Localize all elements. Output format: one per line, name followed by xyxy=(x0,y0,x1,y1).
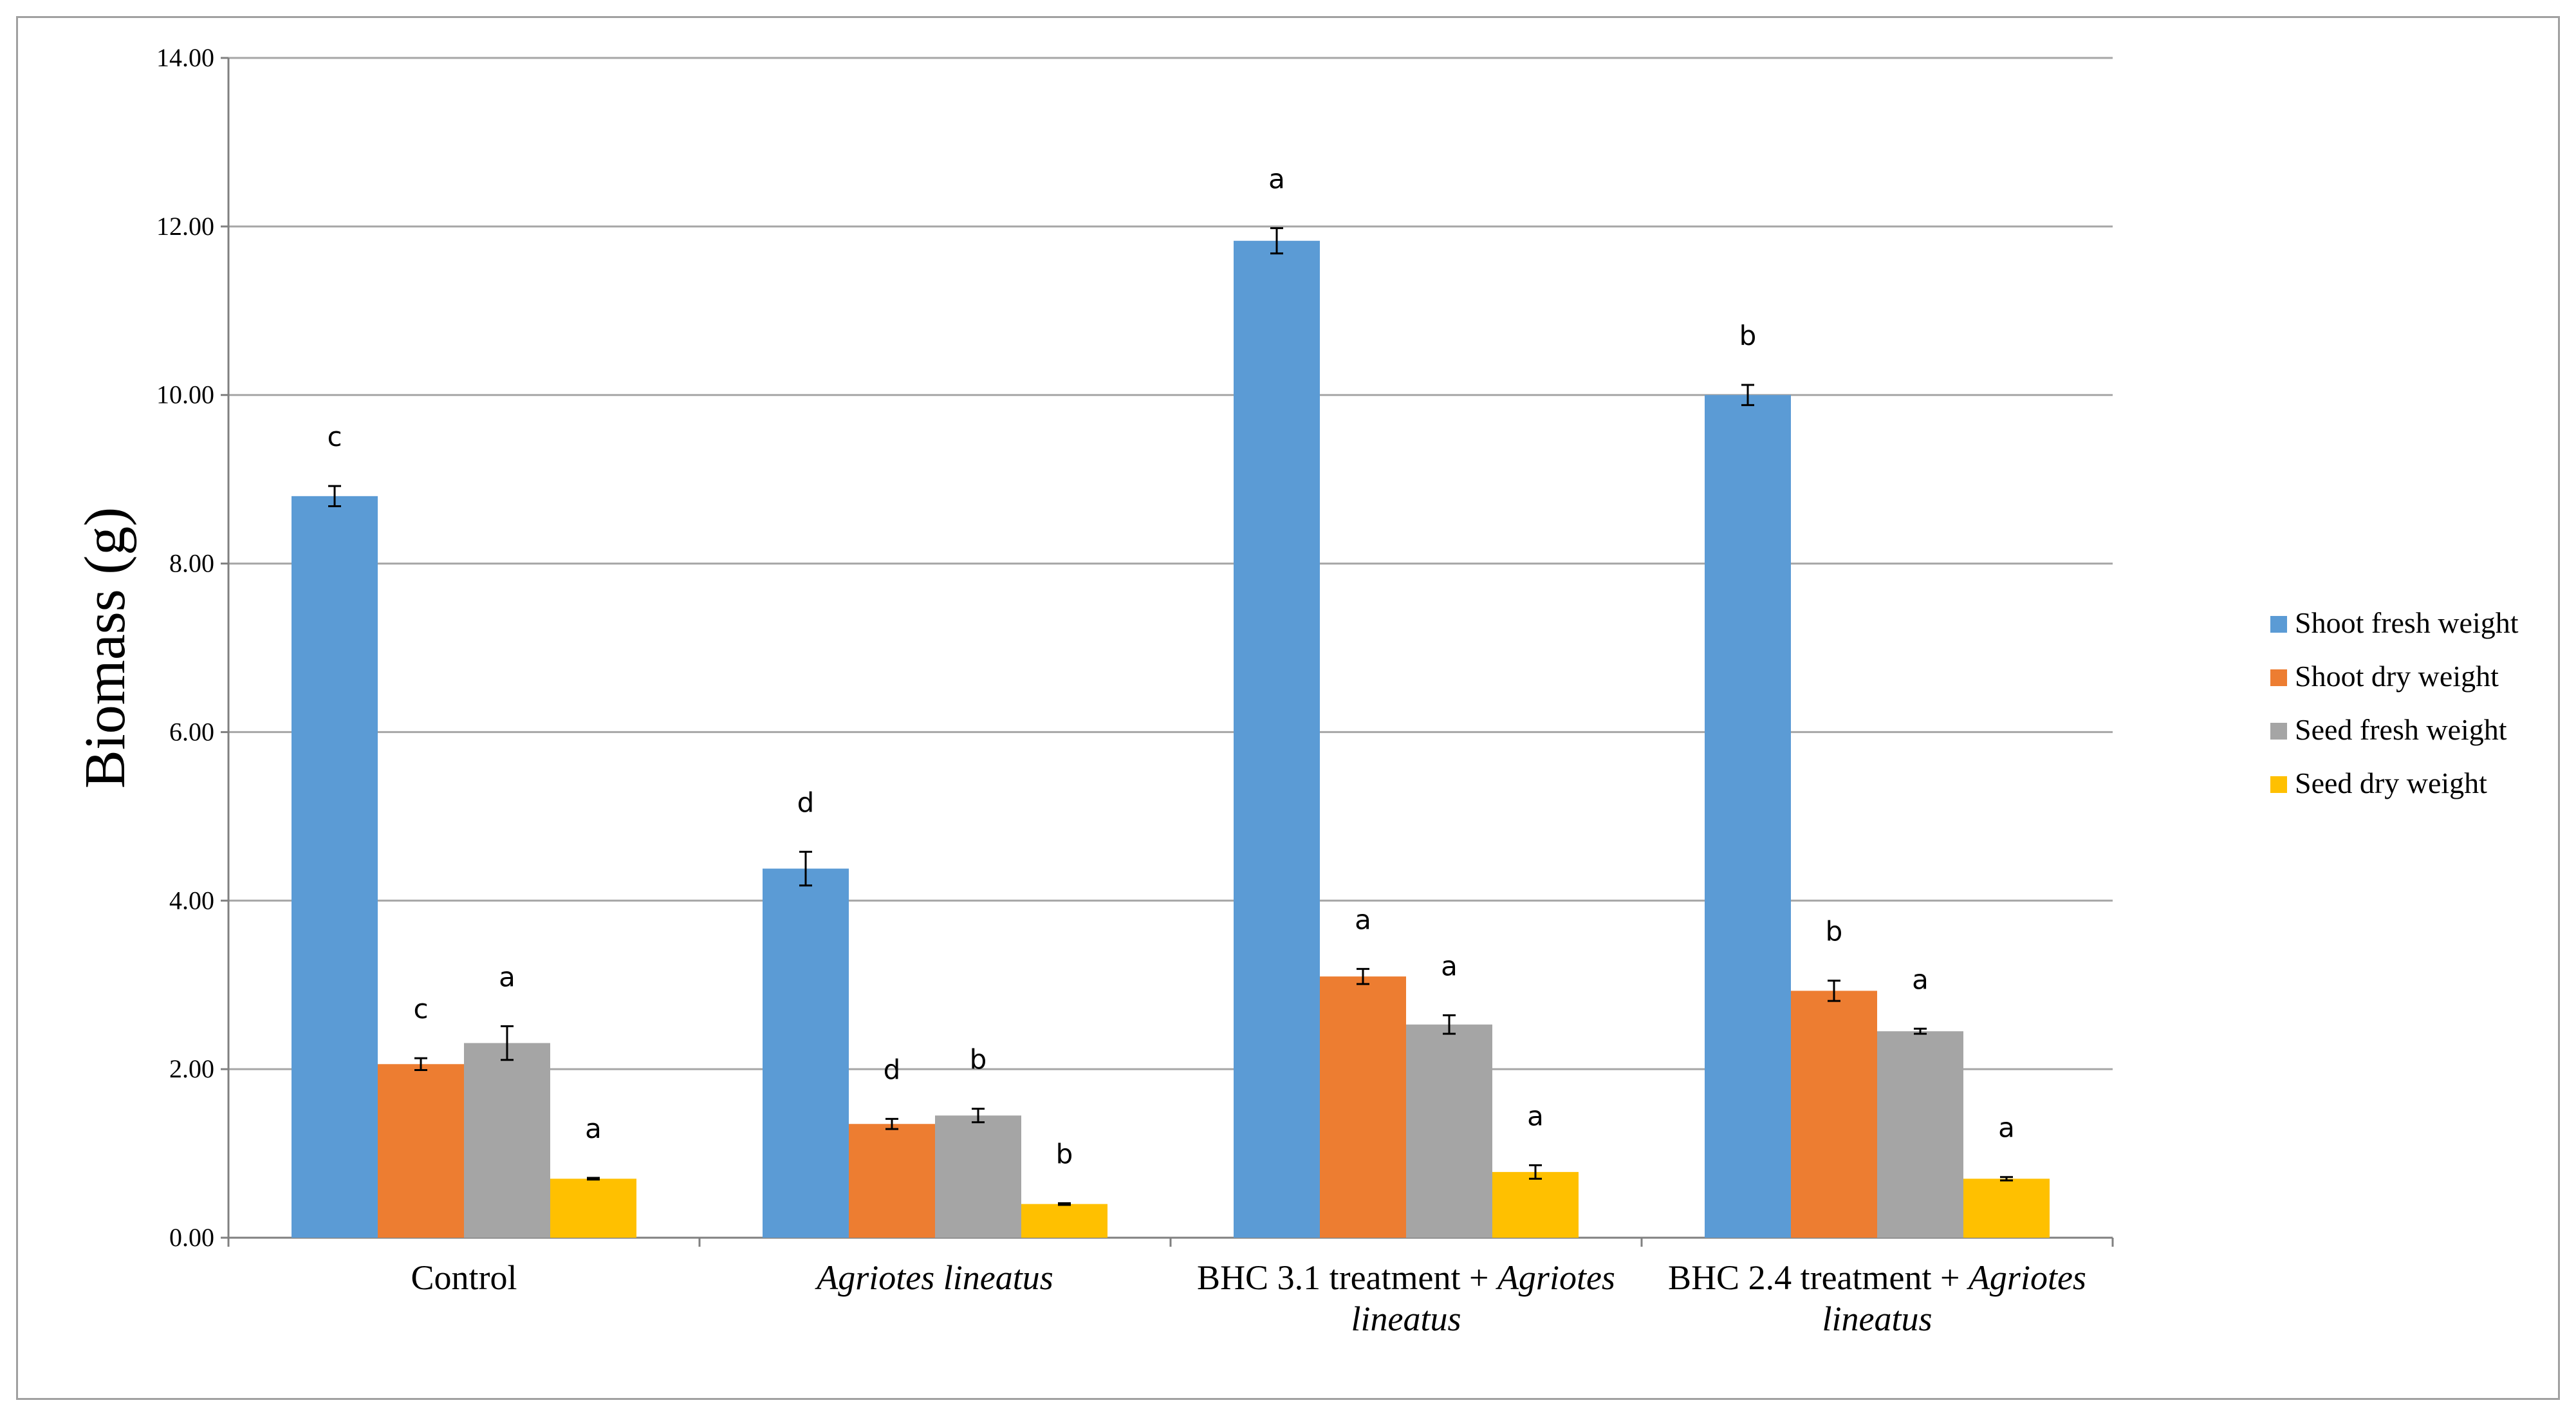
bars xyxy=(292,227,2050,1238)
y-tick-label: 6.00 xyxy=(169,717,214,746)
legend-label: Shoot dry weight xyxy=(2295,660,2499,693)
error-bar xyxy=(799,850,812,887)
bar-shoot-fresh-weight xyxy=(1705,395,1791,1238)
bar-seed-fresh-weight xyxy=(464,1043,550,1238)
x-category-label: Agriotes lineatus xyxy=(815,1258,1053,1297)
biomass-bar-chart: 0.00 2.00 4.00 6.00 8.00 10.00 12.00 14.00 Bioma… xyxy=(73,43,2519,1338)
y-axis-title: Biomass (g) xyxy=(73,507,137,788)
bar-seed-dry-weight xyxy=(1021,1204,1107,1238)
significance-letter: d xyxy=(884,1054,901,1085)
bar-shoot-dry-weight xyxy=(378,1064,464,1238)
bar-shoot-dry-weight xyxy=(1320,976,1406,1238)
x-category-label: BHC 3.1 treatment + Agriotes xyxy=(1197,1258,1615,1297)
x-category-label: lineatus xyxy=(1351,1300,1461,1338)
error-bar xyxy=(1443,1014,1456,1035)
labels: 0.00 2.00 4.00 6.00 8.00 10.00 12.00 14.00 Bioma… xyxy=(73,43,2086,1338)
error-bar xyxy=(501,1025,514,1061)
legend-swatch xyxy=(2270,616,2287,633)
bar-seed-fresh-weight xyxy=(1406,1024,1492,1238)
bar-shoot-fresh-weight xyxy=(1234,241,1320,1238)
significance-letter: c xyxy=(413,993,428,1025)
x-category-label: lineatus xyxy=(1822,1300,1932,1338)
error-bar xyxy=(1058,1202,1071,1206)
significance-letter: a xyxy=(1355,904,1371,935)
bar-seed-dry-weight xyxy=(1963,1178,2050,1238)
error-bar xyxy=(2000,1176,2013,1182)
significance-letter: c xyxy=(327,421,342,452)
legend-label: Seed fresh weight xyxy=(2295,713,2507,746)
significance-letter: a xyxy=(1441,950,1458,982)
significance-letter: a xyxy=(1998,1112,2015,1144)
y-tick-label: 2.00 xyxy=(169,1054,214,1083)
bar-seed-dry-weight xyxy=(1492,1171,1579,1238)
bar-seed-fresh-weight xyxy=(935,1115,1021,1238)
error-bar xyxy=(972,1108,985,1124)
y-tick-label: 10.00 xyxy=(156,380,214,409)
bar-seed-fresh-weight xyxy=(1877,1031,1963,1238)
error-bar xyxy=(328,485,341,508)
y-tick-label: 14.00 xyxy=(156,43,214,72)
bar-shoot-dry-weight xyxy=(1791,991,1877,1238)
significance-letter: a xyxy=(1268,163,1285,194)
error-bar xyxy=(885,1117,898,1130)
significance-letter: d xyxy=(797,787,815,818)
legend: Shoot fresh weight Shoot dry weight Seed f… xyxy=(2270,606,2519,799)
bar-shoot-fresh-weight xyxy=(292,496,378,1238)
x-category-label: BHC 2.4 treatment + Agriotes xyxy=(1668,1258,2086,1297)
error-bar xyxy=(1529,1164,1542,1180)
significance-letter: a xyxy=(585,1113,602,1144)
legend-label: Seed dry weight xyxy=(2295,767,2487,799)
error-bar xyxy=(1914,1027,1927,1035)
legend-swatch xyxy=(2270,669,2287,686)
bar-seed-dry-weight xyxy=(550,1178,636,1238)
significance-letter: a xyxy=(1912,964,1929,995)
significance-letter: a xyxy=(499,961,515,992)
legend-label: Shoot fresh weight xyxy=(2295,606,2519,639)
chart-frame: 0.00 2.00 4.00 6.00 8.00 10.00 12.00 14.00 Bioma… xyxy=(16,16,2560,1400)
error-bar xyxy=(1357,967,1369,985)
bar-shoot-fresh-weight xyxy=(763,868,849,1238)
error-bar xyxy=(414,1057,427,1071)
y-tick-label: 4.00 xyxy=(169,886,214,915)
legend-swatch xyxy=(2270,723,2287,740)
y-tick-label: 0.00 xyxy=(169,1223,214,1252)
y-tick-label: 12.00 xyxy=(156,212,214,241)
significance-letter: b xyxy=(1826,916,1843,947)
significance-letter: b xyxy=(1739,320,1757,351)
significance-letter: b xyxy=(1056,1138,1073,1169)
error-bar xyxy=(1828,980,1840,1002)
error-bar xyxy=(1741,384,1754,406)
legend-swatch xyxy=(2270,776,2287,793)
error-bar xyxy=(1270,227,1283,255)
x-category-label: Control xyxy=(411,1258,517,1297)
error-bar xyxy=(587,1177,600,1181)
significance-letter: a xyxy=(1527,1100,1544,1132)
significance-letter: b xyxy=(970,1044,987,1076)
bar-shoot-dry-weight xyxy=(849,1124,935,1238)
y-tick-label: 8.00 xyxy=(169,549,214,578)
